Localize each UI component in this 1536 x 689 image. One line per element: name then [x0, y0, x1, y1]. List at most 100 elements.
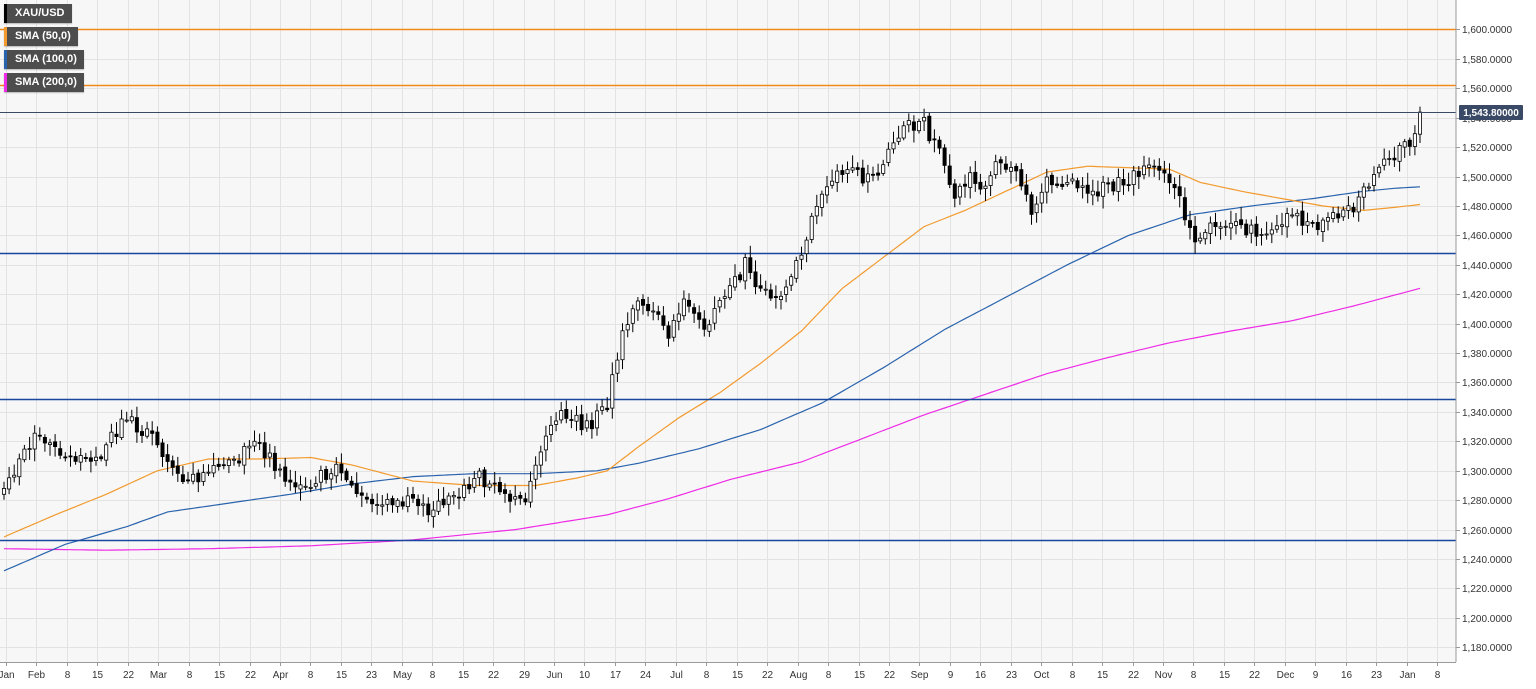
candle-bullish	[804, 236, 809, 263]
candle-bearish	[697, 305, 702, 329]
candle-body	[1392, 157, 1397, 161]
legend-item-sma-100[interactable]: SMA (100,0)	[4, 50, 84, 69]
horizontal-levels	[0, 28, 1456, 542]
x-tick-label: 8	[826, 670, 832, 681]
candle-bullish	[635, 297, 640, 321]
candle-body	[1029, 194, 1034, 215]
candle-bullish	[543, 425, 548, 462]
candle-bullish	[303, 477, 308, 491]
candle-body	[978, 181, 983, 190]
candle-body	[661, 315, 666, 326]
candle-body	[957, 185, 962, 198]
y-tick-label: 1,360.0000	[1462, 378, 1512, 389]
candle-body	[339, 463, 344, 474]
candle-bullish	[1044, 168, 1049, 204]
candle-body	[22, 448, 27, 461]
candle-bullish	[451, 491, 456, 505]
candle-body	[1106, 182, 1111, 185]
price-tag-label: 1,543.80000	[1463, 108, 1519, 119]
candle-bearish	[666, 321, 671, 347]
candle-bullish	[1009, 161, 1014, 184]
candle-bullish	[472, 470, 477, 493]
candle-body	[1039, 191, 1044, 204]
y-tick-label: 1,240.0000	[1462, 555, 1512, 566]
candle-body	[145, 428, 150, 437]
x-tick-label: 8	[187, 670, 193, 681]
candle-bearish	[1407, 137, 1412, 156]
candle-body	[1147, 164, 1152, 168]
candle-body	[1285, 213, 1290, 228]
candle-body	[1162, 169, 1167, 174]
candle-bullish	[267, 443, 272, 468]
candle-body	[313, 483, 318, 487]
candle-body	[1019, 169, 1024, 187]
candle-bullish	[917, 118, 922, 134]
candle-bullish	[124, 411, 129, 423]
candle-bearish	[441, 487, 446, 509]
candle-body	[1418, 111, 1423, 135]
x-tick-label: Sep	[911, 670, 929, 681]
candle-bullish	[830, 169, 835, 189]
candle-body	[1351, 206, 1356, 213]
legend-item-sma-50[interactable]: SMA (50,0)	[4, 27, 78, 46]
candle-bearish	[400, 496, 405, 510]
candle-bearish	[390, 495, 395, 513]
candle-body	[221, 464, 226, 467]
candle-body	[508, 493, 513, 502]
legend-item-xauusd[interactable]: XAU/USD	[4, 4, 72, 23]
candle-body	[963, 183, 968, 187]
candle-body	[124, 419, 129, 422]
candle-bullish	[1361, 182, 1366, 210]
candle-bullish	[1116, 168, 1121, 202]
candle-bullish	[676, 302, 681, 331]
y-tick-label: 1,580.0000	[1462, 55, 1512, 66]
candle-bearish	[237, 454, 242, 467]
candle-bullish	[1285, 207, 1290, 238]
candle-bearish	[1336, 206, 1341, 223]
x-tick-label: May	[393, 670, 412, 681]
candle-body	[988, 175, 993, 186]
candle-body	[610, 374, 615, 409]
candle-bullish	[901, 121, 906, 141]
candle-body	[1142, 165, 1147, 176]
candle-bullish	[1402, 138, 1407, 158]
legend-label: SMA (100,0)	[15, 53, 77, 65]
candle-body	[2, 487, 7, 495]
candle-bullish	[1356, 190, 1361, 222]
candle-bearish	[359, 485, 364, 507]
x-tick-label: Mar	[150, 670, 168, 681]
candle-body	[1075, 180, 1080, 189]
candle-body	[380, 504, 385, 507]
candle-body	[1326, 217, 1331, 222]
candle-body	[99, 456, 104, 460]
candle-bullish	[809, 212, 814, 244]
candle-body	[129, 416, 134, 422]
candle-body	[349, 480, 354, 486]
candle-body	[370, 498, 375, 505]
candle-body	[646, 303, 651, 312]
candle-bullish	[487, 480, 492, 491]
candle-bullish	[574, 406, 579, 431]
candle-bearish	[467, 476, 472, 494]
candle-body	[395, 499, 400, 507]
candle-bearish	[773, 285, 778, 309]
x-tick-label: 15	[92, 670, 104, 681]
candle-body	[262, 442, 267, 459]
candle-bullish	[957, 183, 962, 205]
candle-body	[385, 498, 390, 505]
x-tick-label: 8	[430, 670, 436, 681]
candle-body	[1356, 196, 1361, 213]
candle-bearish	[165, 444, 170, 473]
candle-body	[748, 257, 753, 274]
candle-bullish	[549, 416, 554, 442]
candle-bullish	[896, 125, 901, 145]
candle-body	[1065, 182, 1070, 185]
candle-body	[231, 458, 236, 461]
legend-item-sma-200[interactable]: SMA (200,0)	[4, 73, 84, 92]
candle-bullish	[835, 164, 840, 192]
candle-bullish	[610, 362, 615, 419]
candle-body	[1290, 214, 1295, 217]
candle-bearish	[160, 438, 165, 467]
